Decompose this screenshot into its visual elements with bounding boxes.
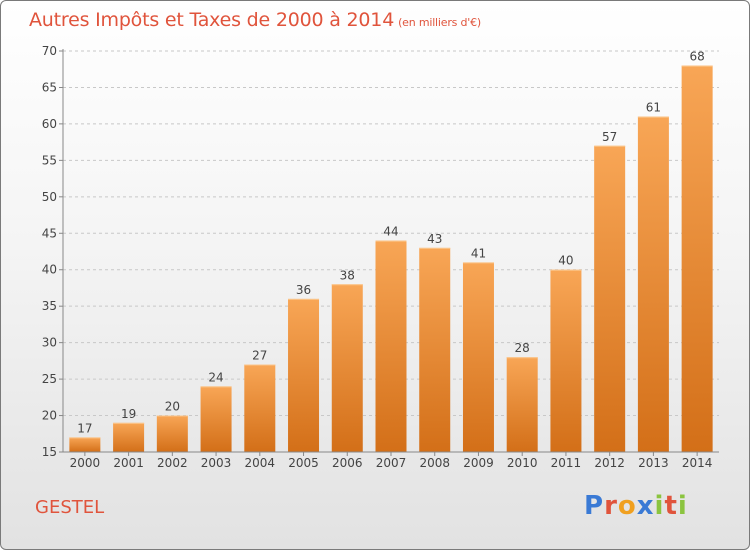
chart-title: Autres Impôts et Taxes de 2000 à 2014 (en… xyxy=(29,9,481,31)
x-tick-label: 2002 xyxy=(157,456,188,470)
bar xyxy=(550,269,582,452)
logo-letter: i xyxy=(677,491,688,521)
x-tick-label: 2007 xyxy=(376,456,407,470)
data-label: 17 xyxy=(77,421,92,435)
logo-letter: t xyxy=(664,491,678,521)
y-tick-label: 70 xyxy=(42,44,57,58)
data-label: 61 xyxy=(646,101,661,115)
logo-letter: x xyxy=(636,491,655,521)
bar xyxy=(419,247,451,452)
bars xyxy=(69,65,713,453)
bar xyxy=(637,116,669,453)
bar xyxy=(200,386,232,452)
bar xyxy=(69,437,101,452)
data-label: 43 xyxy=(427,232,442,246)
data-label: 57 xyxy=(602,130,617,144)
y-tick-label: 60 xyxy=(42,117,57,131)
bar xyxy=(462,262,494,452)
bar xyxy=(113,422,145,452)
x-tick-label: 2010 xyxy=(507,456,538,470)
data-label: 44 xyxy=(383,225,398,239)
commune-name: GESTEL xyxy=(35,497,105,518)
x-tick-label: 2012 xyxy=(594,456,625,470)
bar xyxy=(375,240,407,452)
x-tick-label: 2006 xyxy=(332,456,363,470)
y-tick-label: 25 xyxy=(42,372,57,386)
data-label: 68 xyxy=(689,50,704,64)
bar xyxy=(681,65,713,452)
data-label: 24 xyxy=(208,370,223,384)
data-label: 28 xyxy=(515,341,530,355)
x-tick-label: 2005 xyxy=(288,456,319,470)
bar xyxy=(156,415,188,452)
bar xyxy=(288,298,320,452)
data-label: 38 xyxy=(340,268,355,282)
data-label: 19 xyxy=(121,407,136,421)
data-label: 27 xyxy=(252,349,267,363)
bar xyxy=(331,284,363,452)
logo-letter: P xyxy=(584,491,605,521)
data-label: 40 xyxy=(558,254,573,268)
y-tick-label: 35 xyxy=(42,299,57,313)
data-label: 41 xyxy=(471,246,486,260)
x-tick-label: 2003 xyxy=(201,456,232,470)
y-tick-label: 65 xyxy=(42,80,57,94)
bar xyxy=(506,357,538,452)
bar xyxy=(594,145,626,453)
y-tick-label: 45 xyxy=(42,226,57,240)
x-tick-label: 2009 xyxy=(463,456,494,470)
y-tick-label: 15 xyxy=(42,445,57,459)
data-label: 20 xyxy=(165,400,180,414)
chart-subtitle: (en milliers d'€) xyxy=(398,16,481,29)
x-tick-label: 2014 xyxy=(682,456,713,470)
logo-letter: r xyxy=(604,491,618,521)
logo-letter: i xyxy=(654,491,665,521)
labels: 15 20 25 30 35 40 45 50 55 60 65 70 17 2000 19 2001 20 20… xyxy=(42,44,713,470)
y-tick-label: 50 xyxy=(42,190,57,204)
logo-letter: o xyxy=(617,491,637,521)
x-tick-label: 2004 xyxy=(245,456,276,470)
x-tick-label: 2008 xyxy=(419,456,450,470)
x-tick-label: 2013 xyxy=(638,456,669,470)
title-text: Autres Impôts et Taxes de 2000 à 2014 xyxy=(29,9,395,31)
y-tick-label: 20 xyxy=(42,409,57,423)
axes xyxy=(59,49,719,456)
y-tick-label: 40 xyxy=(42,263,57,277)
data-label: 36 xyxy=(296,283,311,297)
x-tick-label: 2011 xyxy=(551,456,582,470)
y-tick-label: 30 xyxy=(42,336,57,350)
y-tick-label: 55 xyxy=(42,153,57,167)
bar xyxy=(244,364,276,452)
proxiti-logo[interactable]: Proxiti xyxy=(584,491,688,521)
x-tick-label: 2000 xyxy=(70,456,101,470)
x-tick-label: 2001 xyxy=(113,456,144,470)
